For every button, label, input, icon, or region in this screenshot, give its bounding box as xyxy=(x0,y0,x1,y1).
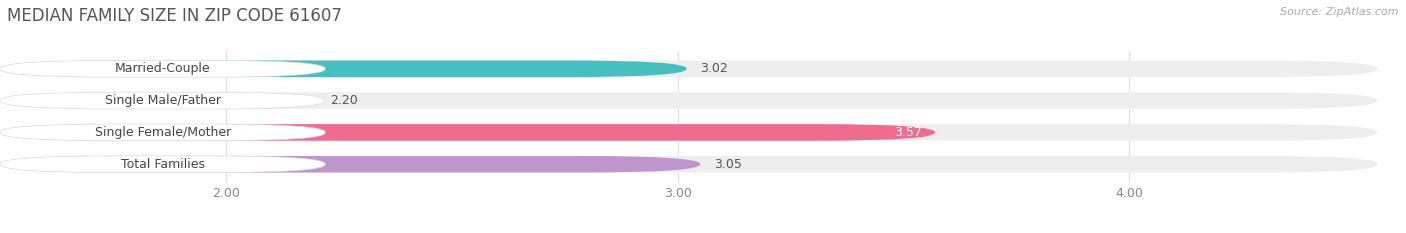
FancyBboxPatch shape xyxy=(0,61,686,77)
Text: 3.02: 3.02 xyxy=(700,62,728,75)
FancyBboxPatch shape xyxy=(0,156,1378,172)
FancyBboxPatch shape xyxy=(0,124,325,141)
FancyBboxPatch shape xyxy=(0,124,935,141)
FancyBboxPatch shape xyxy=(0,156,325,173)
FancyBboxPatch shape xyxy=(0,61,1378,77)
Text: Source: ZipAtlas.com: Source: ZipAtlas.com xyxy=(1281,7,1399,17)
Text: Single Female/Mother: Single Female/Mother xyxy=(94,126,231,139)
Text: 3.57: 3.57 xyxy=(894,126,921,139)
Text: Single Male/Father: Single Male/Father xyxy=(104,94,221,107)
Text: Total Families: Total Families xyxy=(121,158,205,171)
Text: Married-Couple: Married-Couple xyxy=(115,62,211,75)
FancyBboxPatch shape xyxy=(0,156,700,172)
FancyBboxPatch shape xyxy=(0,92,325,109)
FancyBboxPatch shape xyxy=(0,92,1378,109)
FancyBboxPatch shape xyxy=(0,60,325,77)
Text: 3.05: 3.05 xyxy=(714,158,741,171)
FancyBboxPatch shape xyxy=(0,124,1378,141)
Text: MEDIAN FAMILY SIZE IN ZIP CODE 61607: MEDIAN FAMILY SIZE IN ZIP CODE 61607 xyxy=(7,7,342,25)
Text: 2.20: 2.20 xyxy=(330,94,357,107)
FancyBboxPatch shape xyxy=(0,92,316,109)
